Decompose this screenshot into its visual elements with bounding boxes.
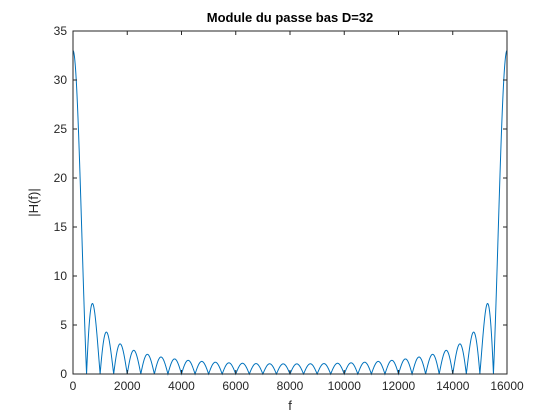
plot-area (73, 31, 507, 374)
y-tick-label: 20 (54, 171, 68, 185)
y-tick-label: 25 (54, 122, 68, 136)
y-tick-label: 0 (60, 367, 67, 381)
y-tick-label: 10 (54, 269, 68, 283)
x-tick-label: 16000 (490, 379, 524, 393)
y-axis: 0 5 10 15 20 25 30 35 (54, 24, 507, 381)
y-axis-label: |H(f)| (26, 188, 41, 216)
x-tick-label: 4000 (168, 379, 195, 393)
x-tick-label: 14000 (436, 379, 470, 393)
x-tick-label: 10000 (328, 379, 362, 393)
x-tick-label: 2000 (114, 379, 141, 393)
y-tick-label: 30 (54, 73, 68, 87)
x-tick-label: 6000 (222, 379, 249, 393)
x-axis-label: f (288, 398, 292, 413)
x-tick-label: 12000 (382, 379, 416, 393)
x-tick-label: 0 (70, 379, 77, 393)
x-tick-label: 8000 (277, 379, 304, 393)
y-tick-label: 35 (54, 24, 68, 38)
chart-title: Module du passe bas D=32 (207, 10, 374, 25)
x-axis: 0 2000 4000 6000 8000 10000 12000 14000 16000 (70, 31, 524, 393)
y-tick-label: 15 (54, 220, 68, 234)
y-tick-label: 5 (60, 318, 67, 332)
